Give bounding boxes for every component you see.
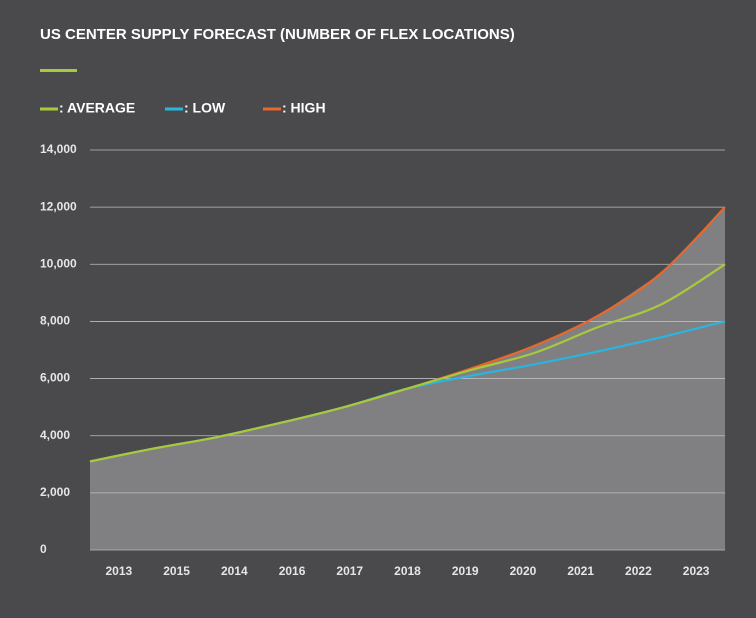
x-tick-label: 2020: [510, 564, 537, 578]
x-tick-label: 2018: [394, 564, 421, 578]
x-tick-label: 2013: [106, 564, 133, 578]
y-tick-label: 10,000: [40, 256, 77, 270]
y-tick-label: 4,000: [40, 428, 70, 442]
area: [90, 207, 725, 550]
x-tick-label: 2014: [221, 564, 248, 578]
y-tick-label: 6,000: [40, 371, 70, 385]
legend-label: : HIGH: [282, 100, 326, 116]
x-tick-label: 2017: [336, 564, 363, 578]
line: [89, 263, 726, 463]
x-tick-label: 2016: [279, 564, 306, 578]
y-tick-label: 2,000: [40, 485, 70, 499]
y-tick-label: 0: [40, 542, 47, 556]
x-tick-label: 2023: [683, 564, 710, 578]
x-tick-label: 2022: [625, 564, 652, 578]
title-underline: [40, 69, 77, 72]
legend-label: : AVERAGE: [59, 100, 135, 116]
x-tick-label: 2015: [163, 564, 190, 578]
y-tick-label: 8,000: [40, 314, 70, 328]
chart-title: US CENTER SUPPLY FORECAST (NUMBER OF FLE…: [40, 26, 515, 43]
y-tick-label: 14,000: [40, 142, 77, 156]
y-tick-label: 12,000: [40, 199, 77, 213]
x-tick-label: 2019: [452, 564, 479, 578]
legend-label: : LOW: [184, 100, 226, 116]
x-tick-label: 2021: [567, 564, 594, 578]
